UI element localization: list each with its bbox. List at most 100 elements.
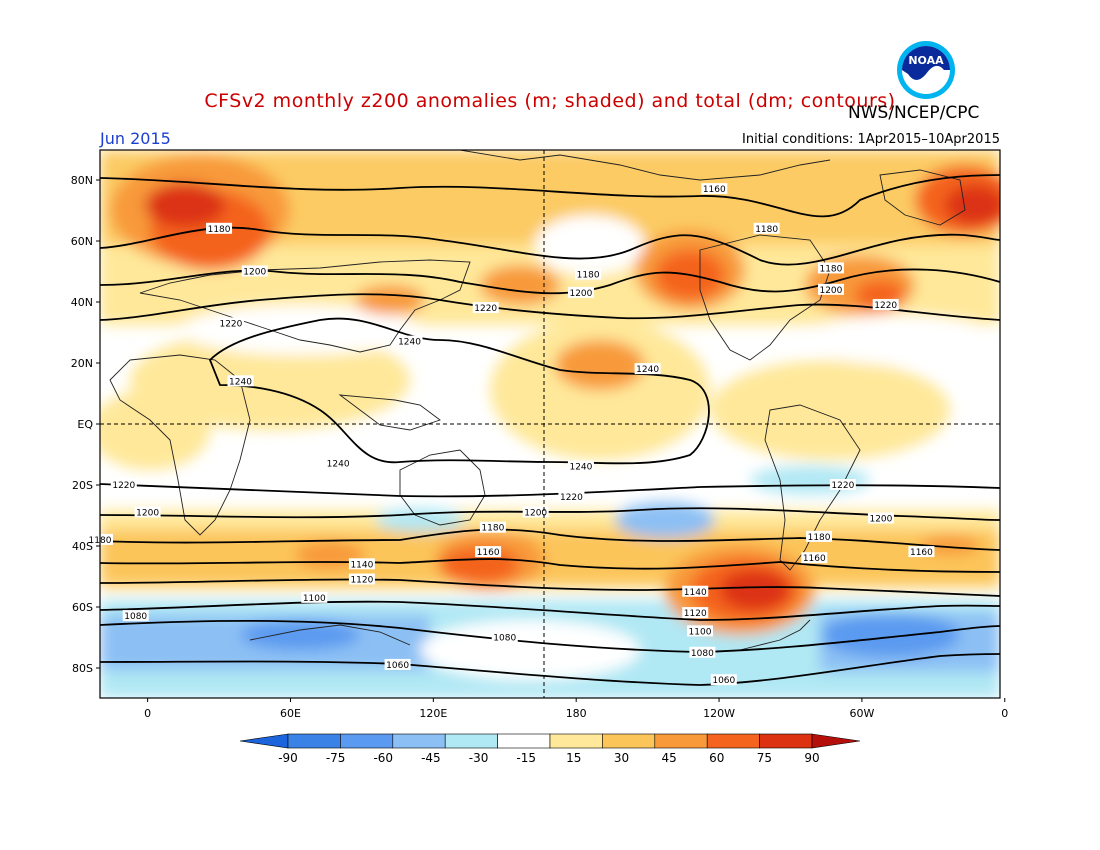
contour-label: 1120 [348,573,375,586]
colorbar-tick-label: 15 [566,751,581,765]
svg-text:1240: 1240 [398,338,421,348]
svg-text:1060: 1060 [712,676,735,686]
svg-text:1200: 1200 [243,268,266,278]
svg-text:1080: 1080 [691,649,714,659]
map-title: CFSv2 monthly z200 anomalies (m; shaded)… [204,90,896,112]
lon-label: 120E [419,707,447,720]
contour-label: 1200 [134,506,161,518]
colorbar-swatch [654,733,708,749]
contour-label: 1240 [325,457,352,470]
contour-label: 1200 [241,265,268,278]
contour-label: 1180 [206,222,233,235]
contour-label: 1200 [817,283,844,296]
lat-label: 60S [72,601,93,614]
colorbar-tick-label: -90 [278,751,298,765]
contour-label: 1220 [829,479,856,491]
colorbar-tick-label: -45 [421,751,441,765]
svg-text:1200: 1200 [869,515,892,525]
svg-text:1080: 1080 [124,612,147,622]
lat-label: 40N [71,296,93,309]
colorbar-tick-label: -75 [326,751,346,765]
colorbar-swatch [444,733,498,749]
svg-text:1120: 1120 [350,576,373,586]
lon-label: 60E [280,707,301,720]
contour-label: 1160 [908,546,935,558]
lat-label: 80S [72,662,93,675]
contour-label: 1200 [522,506,549,518]
contour-label: 1160 [475,546,502,558]
colorbar-min-arrow [239,733,289,749]
lon-label: 120W [703,707,735,720]
contour-label: 1180 [575,268,602,281]
svg-text:1180: 1180 [755,225,778,235]
svg-text:1060: 1060 [386,661,409,671]
svg-text:1220: 1220 [112,481,135,491]
contour-label: 1060 [710,674,737,686]
svg-text:1180: 1180 [481,524,504,534]
colorbar-swatch [759,733,813,749]
svg-text:1220: 1220 [874,301,897,311]
colorbar-tick-label: 45 [661,751,676,765]
colorbar-swatch [392,733,446,749]
colorbar-tick-label: -30 [469,751,489,765]
svg-text:1160: 1160 [910,548,933,558]
contour-label: 1220 [558,491,585,503]
colorbar-swatch [497,733,551,749]
contour-label: 1180 [753,222,780,235]
contour-label: 1160 [701,183,728,195]
colorbar: -90 -75 -60 -45 -30 -15 15 30 45 60 75 90 [239,733,861,765]
forecast-period-label: Jun 2015 [100,129,171,148]
lat-label: 60N [71,235,93,248]
contour-label: 1220 [872,299,899,311]
latitude-axis: 80N 60N 40N 20N EQ 20S 40S 60S 80S [71,174,100,675]
svg-text:1240: 1240 [569,463,592,473]
colorbar-swatch [287,733,341,749]
lon-label: 0 [144,707,151,720]
svg-text:1140: 1140 [350,560,373,570]
svg-text:1200: 1200 [819,286,842,296]
initial-conditions-label: Initial conditions: 1Apr2015–10Apr2015 [742,132,1000,147]
colorbar-swatch [706,733,760,749]
colorbar-tick-label: -15 [516,751,536,765]
colorbar-tick-label: 75 [757,751,772,765]
noaa-logo: NOAA [897,41,955,99]
svg-text:1100: 1100 [303,594,326,604]
contour-label: 1100 [687,625,713,637]
svg-text:1120: 1120 [684,609,707,619]
svg-text:1240: 1240 [327,460,350,470]
contour-label: 1180 [479,521,506,534]
colorbar-tick-label: 30 [614,751,629,765]
contour-label: 1240 [634,363,661,375]
svg-text:1180: 1180 [808,533,831,543]
longitude-axis: 0 60E 120E 180 120W 60W 0 [144,698,1008,720]
svg-text:1240: 1240 [229,377,252,387]
colorbar-swatch [340,733,394,749]
contour-labels: 1160 1180 1180 1200 1180 1200 1220 1180 1200 1220… [87,183,935,686]
colorbar-swatch [602,733,656,749]
svg-text:1180: 1180 [577,271,600,281]
contour-label: 1220 [110,479,137,491]
contour-label: 1080 [491,631,518,644]
contour-label: 1080 [689,646,716,659]
contour-label: 1180 [817,262,844,274]
contour-label: 1080 [122,610,149,622]
svg-text:1220: 1220 [474,304,497,314]
contour-label: 1160 [801,552,828,564]
svg-text:1220: 1220 [831,481,854,491]
colorbar-swatch [549,733,603,749]
contour-label: 1220 [217,317,244,329]
contour-label: 1120 [682,607,709,619]
contour-label: 1140 [348,558,375,570]
svg-text:1160: 1160 [703,185,726,195]
lat-label: 40S [72,540,93,553]
contour-label: 1100 [301,591,328,604]
svg-text:1160: 1160 [803,554,826,564]
colorbar-tick-label: 60 [709,751,724,765]
lat-label: 80N [71,174,93,187]
svg-text:1200: 1200 [136,508,159,518]
contour-label: 1200 [867,512,894,525]
contour-label: 1240 [567,460,594,473]
coastlines [109,150,966,651]
lat-label: 20S [72,479,93,492]
